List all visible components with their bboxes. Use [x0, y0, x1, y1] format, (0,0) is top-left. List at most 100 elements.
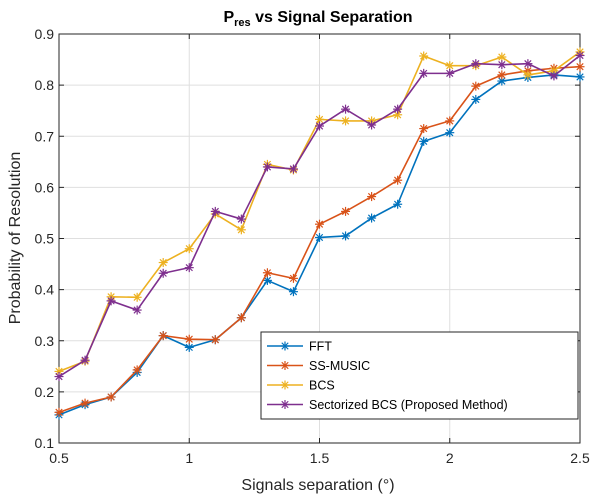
- data-point: [80, 398, 90, 408]
- data-point: [393, 199, 403, 209]
- data-point: [262, 162, 272, 172]
- data-point: [210, 335, 220, 345]
- data-point: [236, 214, 246, 224]
- data-point: [497, 52, 507, 62]
- data-point: [445, 68, 455, 78]
- chart-title-subscript: res: [234, 17, 251, 29]
- data-point: [236, 313, 246, 323]
- data-point: [236, 225, 246, 235]
- data-point: [184, 334, 194, 344]
- data-point: [184, 263, 194, 273]
- data-point: [262, 275, 272, 285]
- data-point: [341, 206, 351, 216]
- data-point: [184, 244, 194, 254]
- data-point: [393, 175, 403, 185]
- data-point: [158, 268, 168, 278]
- data-point: [575, 50, 585, 60]
- data-point: [80, 355, 90, 365]
- data-point: [288, 273, 298, 283]
- y-tick-label: 0.3: [35, 333, 55, 349]
- legend-label: BCS: [309, 379, 335, 393]
- data-point: [367, 192, 377, 202]
- x-tick-label: 0.5: [49, 450, 69, 466]
- y-axis-label: Probability of Resolution: [7, 152, 24, 325]
- data-point: [158, 258, 168, 268]
- data-point: [54, 407, 64, 417]
- x-tick-label: 2.5: [570, 450, 590, 466]
- data-point: [288, 287, 298, 297]
- data-point: [471, 94, 481, 104]
- y-tick-label: 0.4: [35, 282, 55, 298]
- y-tick-label: 0.9: [35, 26, 55, 42]
- data-point: [471, 81, 481, 91]
- legend-swatch-marker: [280, 341, 290, 351]
- x-axis-label: Signals separation (°): [241, 477, 394, 494]
- plot-series: [54, 47, 585, 420]
- data-point: [262, 268, 272, 278]
- legend-label: SS-MUSIC: [309, 359, 370, 373]
- data-point: [523, 59, 533, 69]
- data-point: [445, 61, 455, 71]
- data-point: [497, 60, 507, 70]
- data-point: [315, 232, 324, 242]
- y-tick-label: 0.8: [35, 77, 55, 93]
- series-1: [54, 62, 585, 417]
- series-3: [54, 50, 585, 382]
- legend-label: Sectorized BCS (Proposed Method): [309, 398, 508, 412]
- data-point: [367, 120, 377, 130]
- y-tick-label: 0.6: [35, 179, 55, 195]
- chart-title-rest: vs Signal Separation: [251, 9, 413, 26]
- data-point: [315, 114, 324, 124]
- data-point: [315, 219, 324, 229]
- axes: 0.5 1 1.5 2 2.5 0.1 0.2 0.3 0.4 0.5 0.6 0.7 0.8 0.9: [35, 26, 590, 466]
- legend-label: FFT: [309, 340, 332, 354]
- legend-item: FFT: [267, 340, 332, 354]
- legend-item: Sectorized BCS (Proposed Method): [267, 398, 508, 412]
- data-point: [445, 128, 455, 138]
- data-point: [575, 62, 585, 72]
- x-tick-label: 2: [446, 450, 454, 466]
- data-point: [106, 296, 116, 306]
- chart-title-main: P: [223, 9, 234, 26]
- data-point: [341, 231, 351, 241]
- data-point: [419, 124, 429, 134]
- data-point: [497, 70, 507, 80]
- legend-item: BCS: [267, 379, 335, 393]
- data-point: [575, 72, 585, 82]
- legend-box: [260, 331, 579, 420]
- data-point: [54, 372, 64, 382]
- data-point: [288, 164, 298, 174]
- data-point: [315, 121, 324, 131]
- legend-swatch-marker: [280, 400, 290, 409]
- data-point: [158, 331, 168, 341]
- legend-swatch-marker: [280, 380, 290, 390]
- data-point: [132, 292, 142, 302]
- y-tick-label: 0.1: [35, 435, 55, 451]
- y-tick-label: 0.7: [35, 128, 55, 144]
- y-tick-label: 0.2: [35, 384, 55, 400]
- data-point: [419, 136, 429, 146]
- legend-swatch-marker: [280, 361, 290, 370]
- data-point: [132, 305, 142, 315]
- chart-title: Pres vs Signal Separation: [223, 9, 412, 29]
- data-point: [419, 51, 429, 61]
- legend: FFT SS-MUSIC BCS Sectorized BCS (Proposed M…: [260, 331, 579, 420]
- data-point: [445, 116, 455, 126]
- data-point: [106, 392, 116, 402]
- data-point: [184, 342, 194, 352]
- data-point: [393, 104, 403, 114]
- data-point: [549, 71, 559, 81]
- data-point: [471, 59, 481, 69]
- x-tick-label: 1: [185, 450, 193, 466]
- data-point: [419, 68, 429, 78]
- data-point: [341, 104, 351, 114]
- data-point: [132, 365, 142, 375]
- legend-item: SS-MUSIC: [267, 359, 370, 373]
- data-point: [341, 116, 351, 126]
- data-point: [367, 213, 377, 223]
- data-point: [523, 70, 533, 80]
- x-tick-label: 1.5: [310, 450, 330, 466]
- y-tick-label: 0.5: [35, 231, 55, 247]
- data-point: [210, 206, 220, 216]
